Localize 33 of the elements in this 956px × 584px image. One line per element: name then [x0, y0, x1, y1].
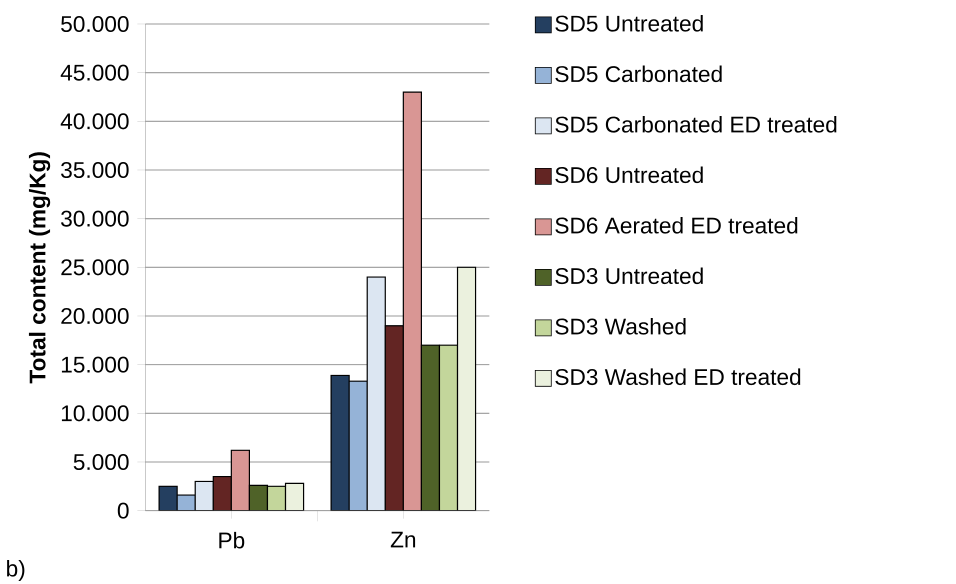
y-tick-label: 35.000: [61, 162, 129, 178]
y-tick-label: 20.000: [61, 308, 129, 324]
y-tick-label: 5.000: [74, 454, 129, 470]
bar: [348, 380, 368, 511]
legend-label: SD6 Aerated ED treated: [555, 216, 798, 234]
bar: [402, 92, 422, 511]
y-tick-label: 10.000: [62, 405, 129, 422]
legend-label: SD5 Carbonated: [555, 65, 722, 82]
x-tick-label: Pb: [219, 532, 244, 548]
bar: [420, 344, 440, 511]
y-tick-label: 0: [118, 502, 129, 519]
legend-label: SD3 Untreated: [555, 267, 703, 284]
x-tick-label: Zn: [390, 532, 416, 548]
legend-label: SD6 Untreated: [555, 166, 703, 184]
bar: [456, 266, 476, 511]
y-tick-label: 50.000: [61, 16, 129, 32]
bar: [284, 482, 304, 511]
text: b): [7, 560, 24, 582]
y-tick-label: 25.000: [61, 259, 129, 276]
legend-label: SD5 Untreated: [555, 15, 703, 32]
y-axis-title: Total content (mg/Kg): [28, 152, 50, 384]
legend-label: SD3 Washed ED treated: [555, 368, 800, 386]
legend-label: SD5 Carbonated ED treated: [555, 116, 836, 133]
y-tick-label: 30.000: [61, 210, 129, 227]
bar: [438, 344, 458, 511]
bar: [230, 450, 250, 511]
y-tick-label: 45.000: [60, 64, 129, 81]
y-tick-label: 40.000: [60, 113, 129, 130]
bar: [384, 325, 404, 511]
legend-label: SD3 Washed: [555, 318, 686, 335]
bar: [366, 276, 386, 511]
bar: [330, 374, 350, 511]
y-tick-label: 15.000: [62, 356, 129, 373]
